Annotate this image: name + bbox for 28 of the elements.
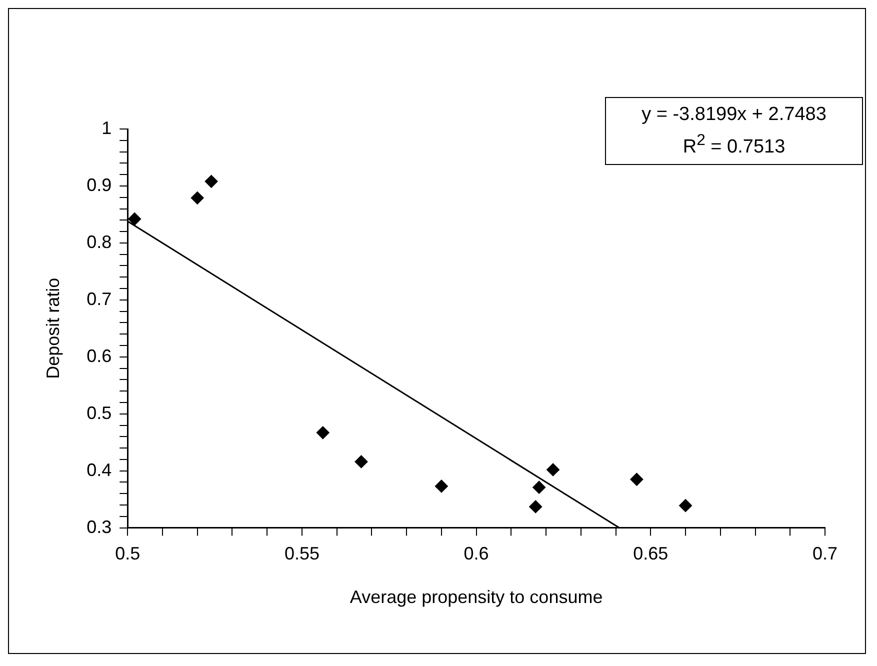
y-axis-title: Deposit ratio	[42, 278, 63, 379]
x-tick-label: 0.65	[633, 544, 668, 564]
point	[354, 455, 368, 468]
y-tick-label: 0.7	[86, 288, 112, 309]
point	[434, 480, 448, 493]
annotation: R$^{2}$ = 0.7513	[682, 131, 786, 160]
y-tick-label: 0.8	[86, 232, 112, 252]
point	[316, 426, 330, 440]
point	[546, 463, 560, 476]
point	[630, 472, 644, 486]
point	[532, 480, 546, 494]
x-tick-label: 0.7	[812, 544, 838, 564]
point	[529, 500, 542, 514]
y-tick-label: 0.4	[86, 460, 112, 480]
y-tick-label: 0.6	[86, 346, 112, 366]
y-tick-label: 0.3	[86, 516, 112, 537]
y-tick-label: 1	[102, 118, 112, 138]
point	[128, 212, 142, 226]
x-tick-label: 0.55	[284, 544, 320, 564]
x-axis-title: Average propensity to consume	[350, 587, 603, 608]
point	[679, 499, 692, 512]
point	[190, 191, 204, 204]
x-tick-label: 0.6	[464, 544, 489, 564]
x-tick-label: 0.5	[115, 544, 140, 564]
y-tick-label: 0.9	[86, 174, 112, 195]
equation-box: y = -3.8199x + 2.7483 R$^{2}$ = 0.7513	[605, 97, 863, 166]
y-tick-label: 0.5	[86, 402, 112, 423]
point	[204, 174, 218, 188]
